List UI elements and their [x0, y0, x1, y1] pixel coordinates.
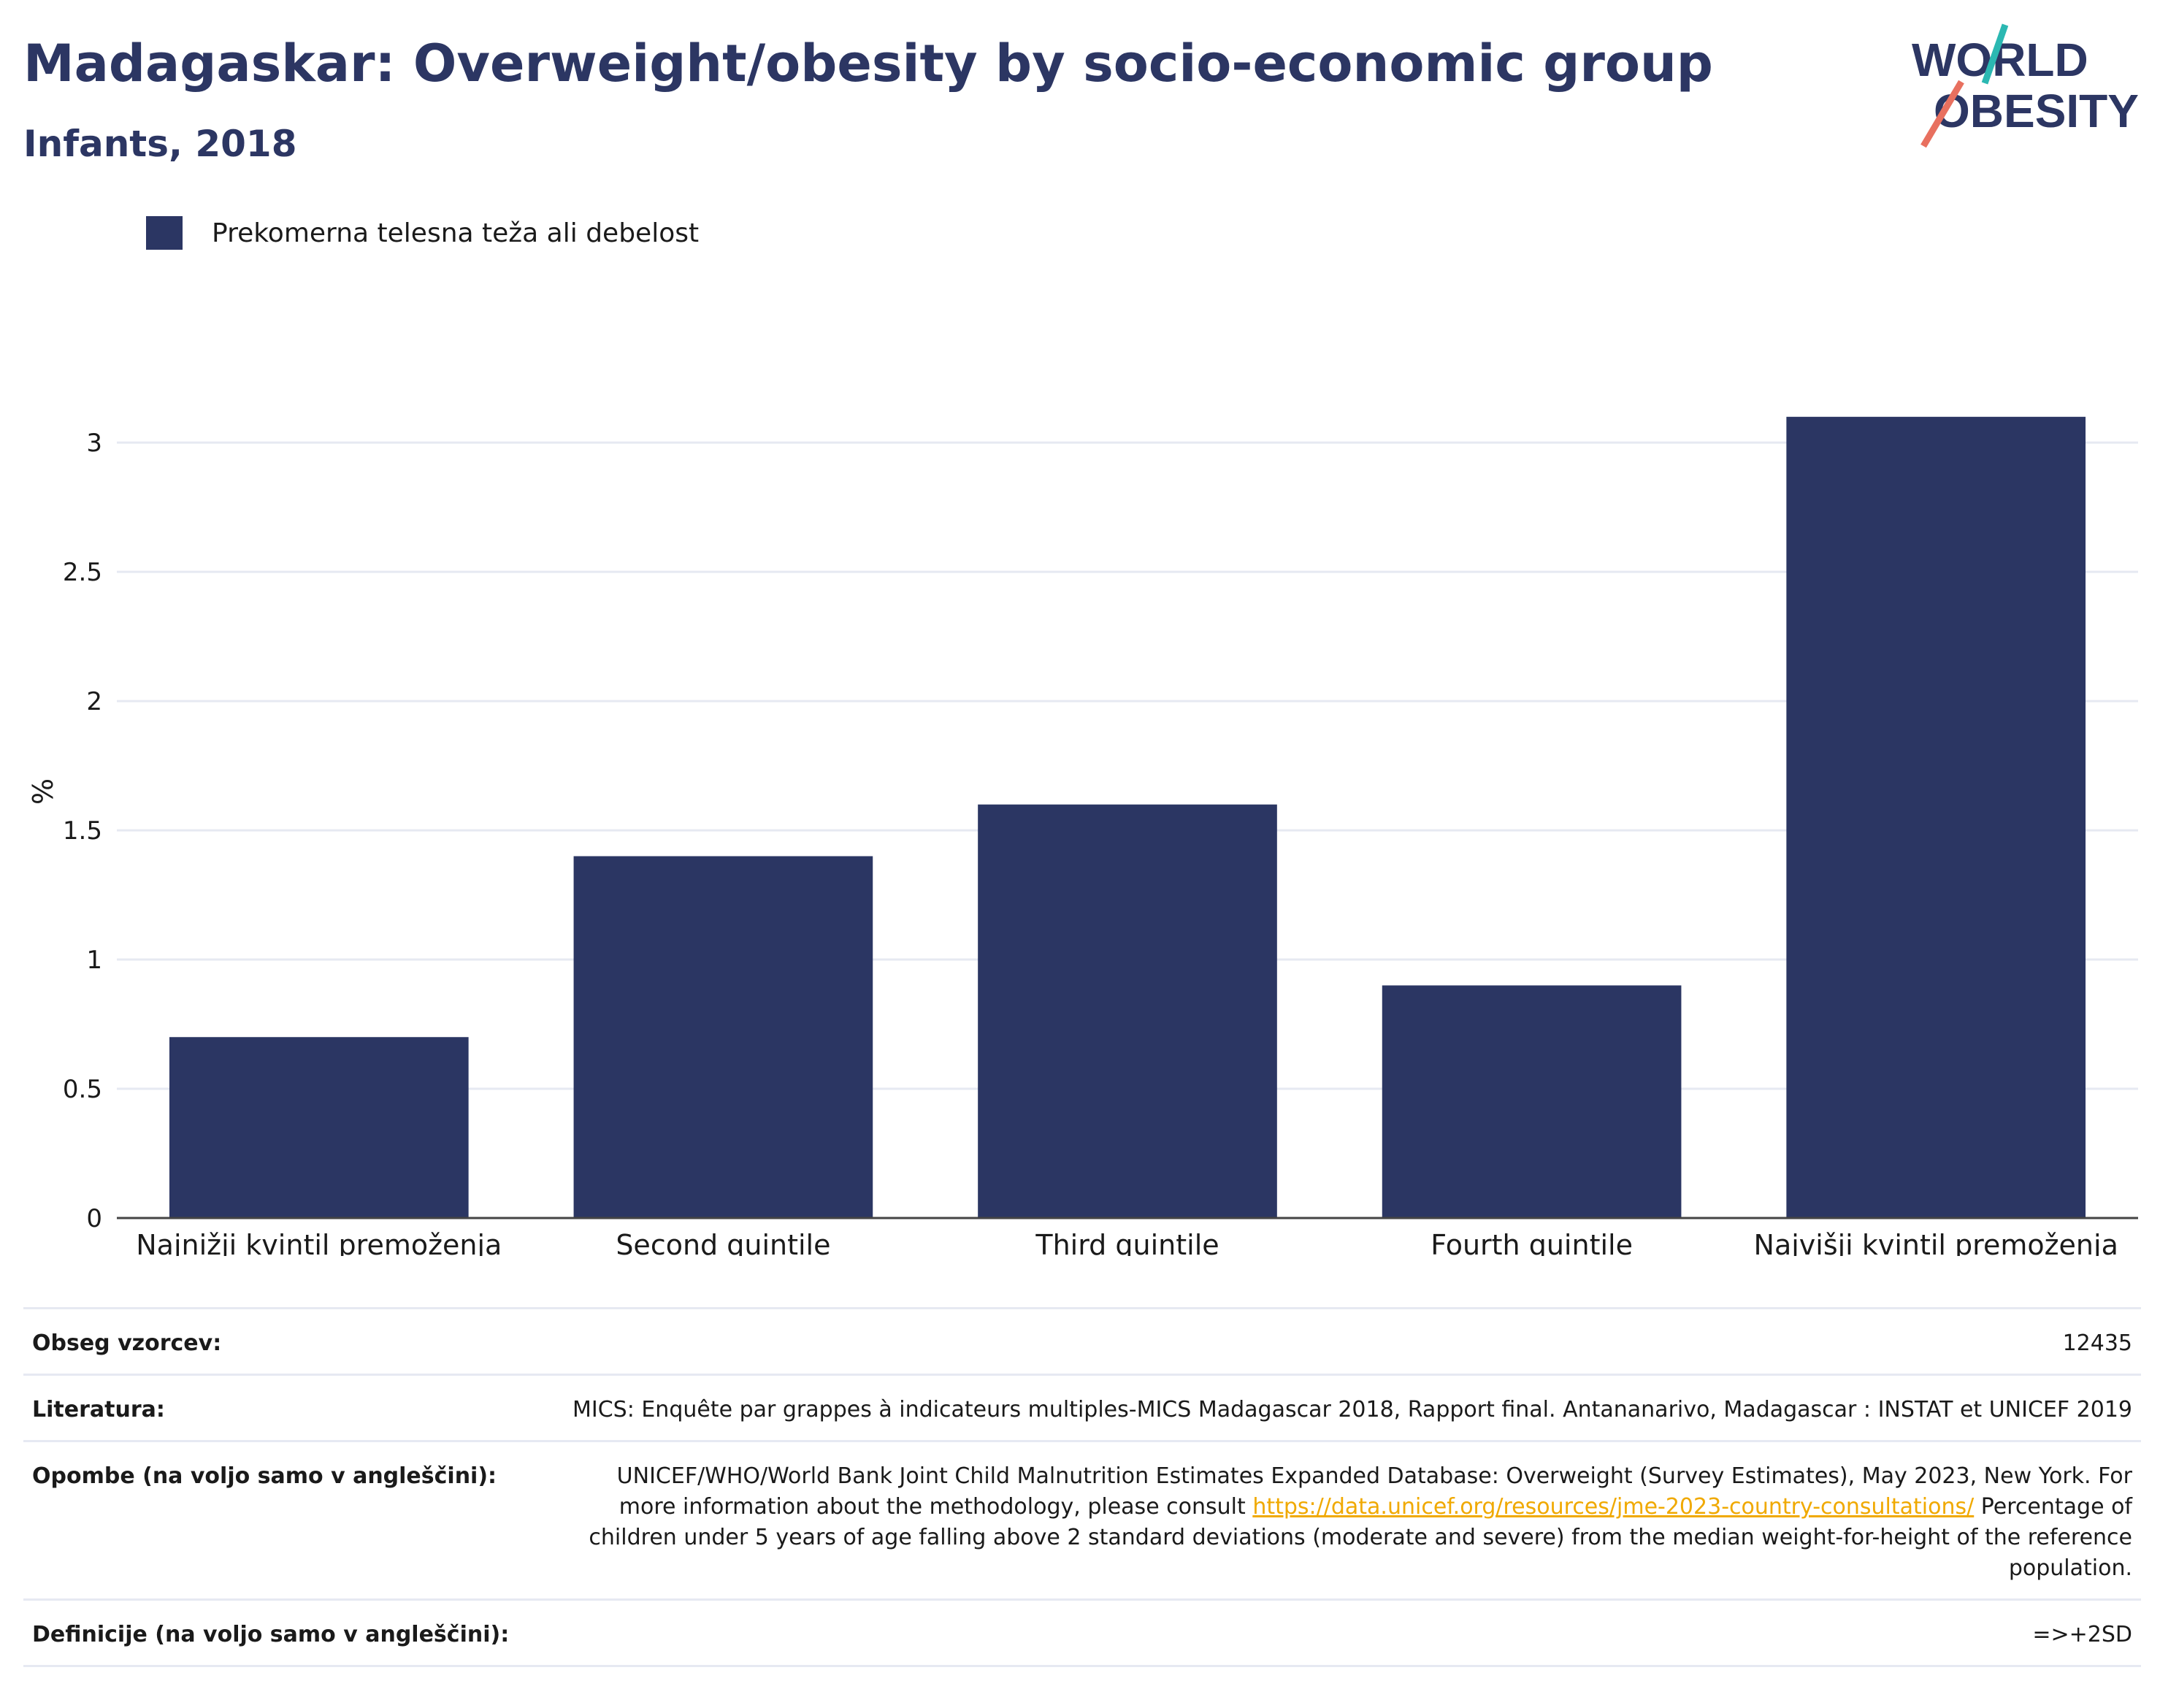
y-tick-label: 0: [86, 1204, 102, 1233]
world-obesity-logo: WORLD OBESITY: [1912, 23, 2139, 148]
y-axis-label: %: [27, 778, 59, 805]
definitions-value: =>+2SD: [2032, 1622, 2132, 1647]
y-tick-label: 0.5: [63, 1075, 102, 1104]
y-tick-label: 2: [86, 687, 102, 716]
row-notes: Opombe (na voljo samo v angleščini): UNI…: [23, 1440, 2141, 1598]
row-literature: Literatura: MICS: Enquête par grappes à …: [23, 1374, 2141, 1440]
chart-title: Madagaskar: Overweight/obesity by socio-…: [23, 34, 1713, 93]
x-tick-label: Third quintile: [1035, 1229, 1219, 1256]
info-table: Obseg vzorcev: 12435 Literatura: MICS: E…: [23, 1307, 2141, 1667]
literature-value: MICS: Enquête par grappes à indicateurs …: [572, 1397, 2132, 1422]
notes-text-2: Percentage of children under 5 years of …: [589, 1494, 2132, 1581]
sample-size-value: 12435: [2062, 1330, 2132, 1356]
row-definitions: Definicije (na voljo samo v angleščini):…: [23, 1598, 2141, 1667]
methodology-link[interactable]: https://data.unicef.org/resources/jme-20…: [1252, 1494, 1975, 1520]
x-tick-label: Second quintile: [616, 1229, 830, 1256]
logo-slash-coral: [1920, 80, 1964, 148]
sample-size-label: Obseg vzorcev:: [32, 1330, 222, 1356]
y-tick-label: 1.5: [63, 816, 102, 846]
y-tick-label: 1: [86, 946, 102, 975]
x-tick-label: Fourth quintile: [1431, 1229, 1633, 1256]
chart-subtitle: Infants, 2018: [23, 123, 297, 165]
chart-legend: Prekomerna telesna teža ali debelost: [146, 216, 699, 250]
notes-value: UNICEF/WHO/World Bank Joint Child Malnut…: [497, 1461, 2132, 1584]
logo-word-obesity: OBESITY: [1934, 85, 2139, 137]
legend-label: Prekomerna telesna teža ali debelost: [212, 218, 700, 248]
notes-text-1: UNICEF/WHO/World Bank Joint Child Malnut…: [616, 1463, 2132, 1520]
legend-swatch: [146, 216, 183, 250]
bar: [169, 1037, 469, 1218]
literature-label: Literatura:: [32, 1397, 165, 1422]
bar: [573, 856, 873, 1218]
bar: [978, 804, 1277, 1218]
y-tick-label: 2.5: [63, 558, 102, 587]
bar-chart: 0 0.5 1 1.5 2 2.5 3% Najnižji kvintil premoženj…: [27, 416, 2138, 1256]
bar: [1786, 416, 2086, 1219]
row-sample-size: Obseg vzorcev: 12435: [23, 1307, 2141, 1374]
definitions-label: Definicije (na voljo samo v angleščini):: [32, 1622, 510, 1647]
y-tick-label: 3: [86, 429, 102, 458]
notes-label: Opombe (na voljo samo v angleščini):: [32, 1463, 497, 1489]
x-tick-label: Najnižji kvintil premoženja: [136, 1229, 502, 1256]
x-tick-label: Najvišji kvintil premoženja: [1754, 1229, 2118, 1256]
bar: [1382, 985, 1682, 1218]
logo-slash-teal: [1981, 23, 2009, 85]
